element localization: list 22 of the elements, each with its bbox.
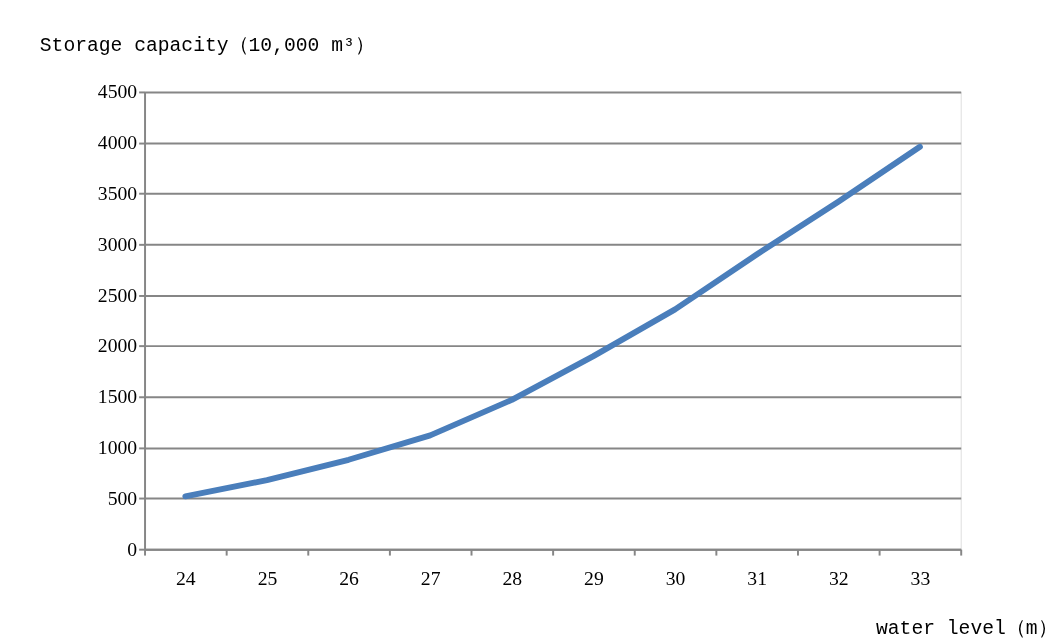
x-tick-label: 29 <box>584 567 604 590</box>
x-tick-label: 31 <box>747 567 767 590</box>
x-axis-title: water level（m） <box>876 618 1058 641</box>
y-tick-label: 2000 <box>97 334 138 357</box>
x-tick-label: 27 <box>420 567 441 590</box>
y-tick-label: 1000 <box>97 435 138 458</box>
y-tick-label: 2500 <box>97 283 138 306</box>
y-tick-label: 4500 <box>97 80 138 103</box>
x-tick-label: 25 <box>257 567 278 590</box>
x-tick-label: 32 <box>828 567 849 590</box>
x-tick-label: 24 <box>176 567 196 590</box>
y-tick-label: 0 <box>127 537 138 560</box>
y-tick-label: 500 <box>107 486 138 509</box>
y-tick-label: 1500 <box>97 385 138 408</box>
y-tick-label: 3000 <box>97 232 138 255</box>
x-tick-label: 28 <box>502 567 523 590</box>
x-tick-label: 33 <box>910 567 931 590</box>
x-tick-label: 26 <box>339 567 360 590</box>
y-tick-label: 4000 <box>97 131 138 154</box>
y-axis-title: Storage capacity（10,000 m³） <box>39 35 375 58</box>
x-tick-label: 30 <box>665 567 686 590</box>
y-tick-label: 3500 <box>97 181 138 204</box>
